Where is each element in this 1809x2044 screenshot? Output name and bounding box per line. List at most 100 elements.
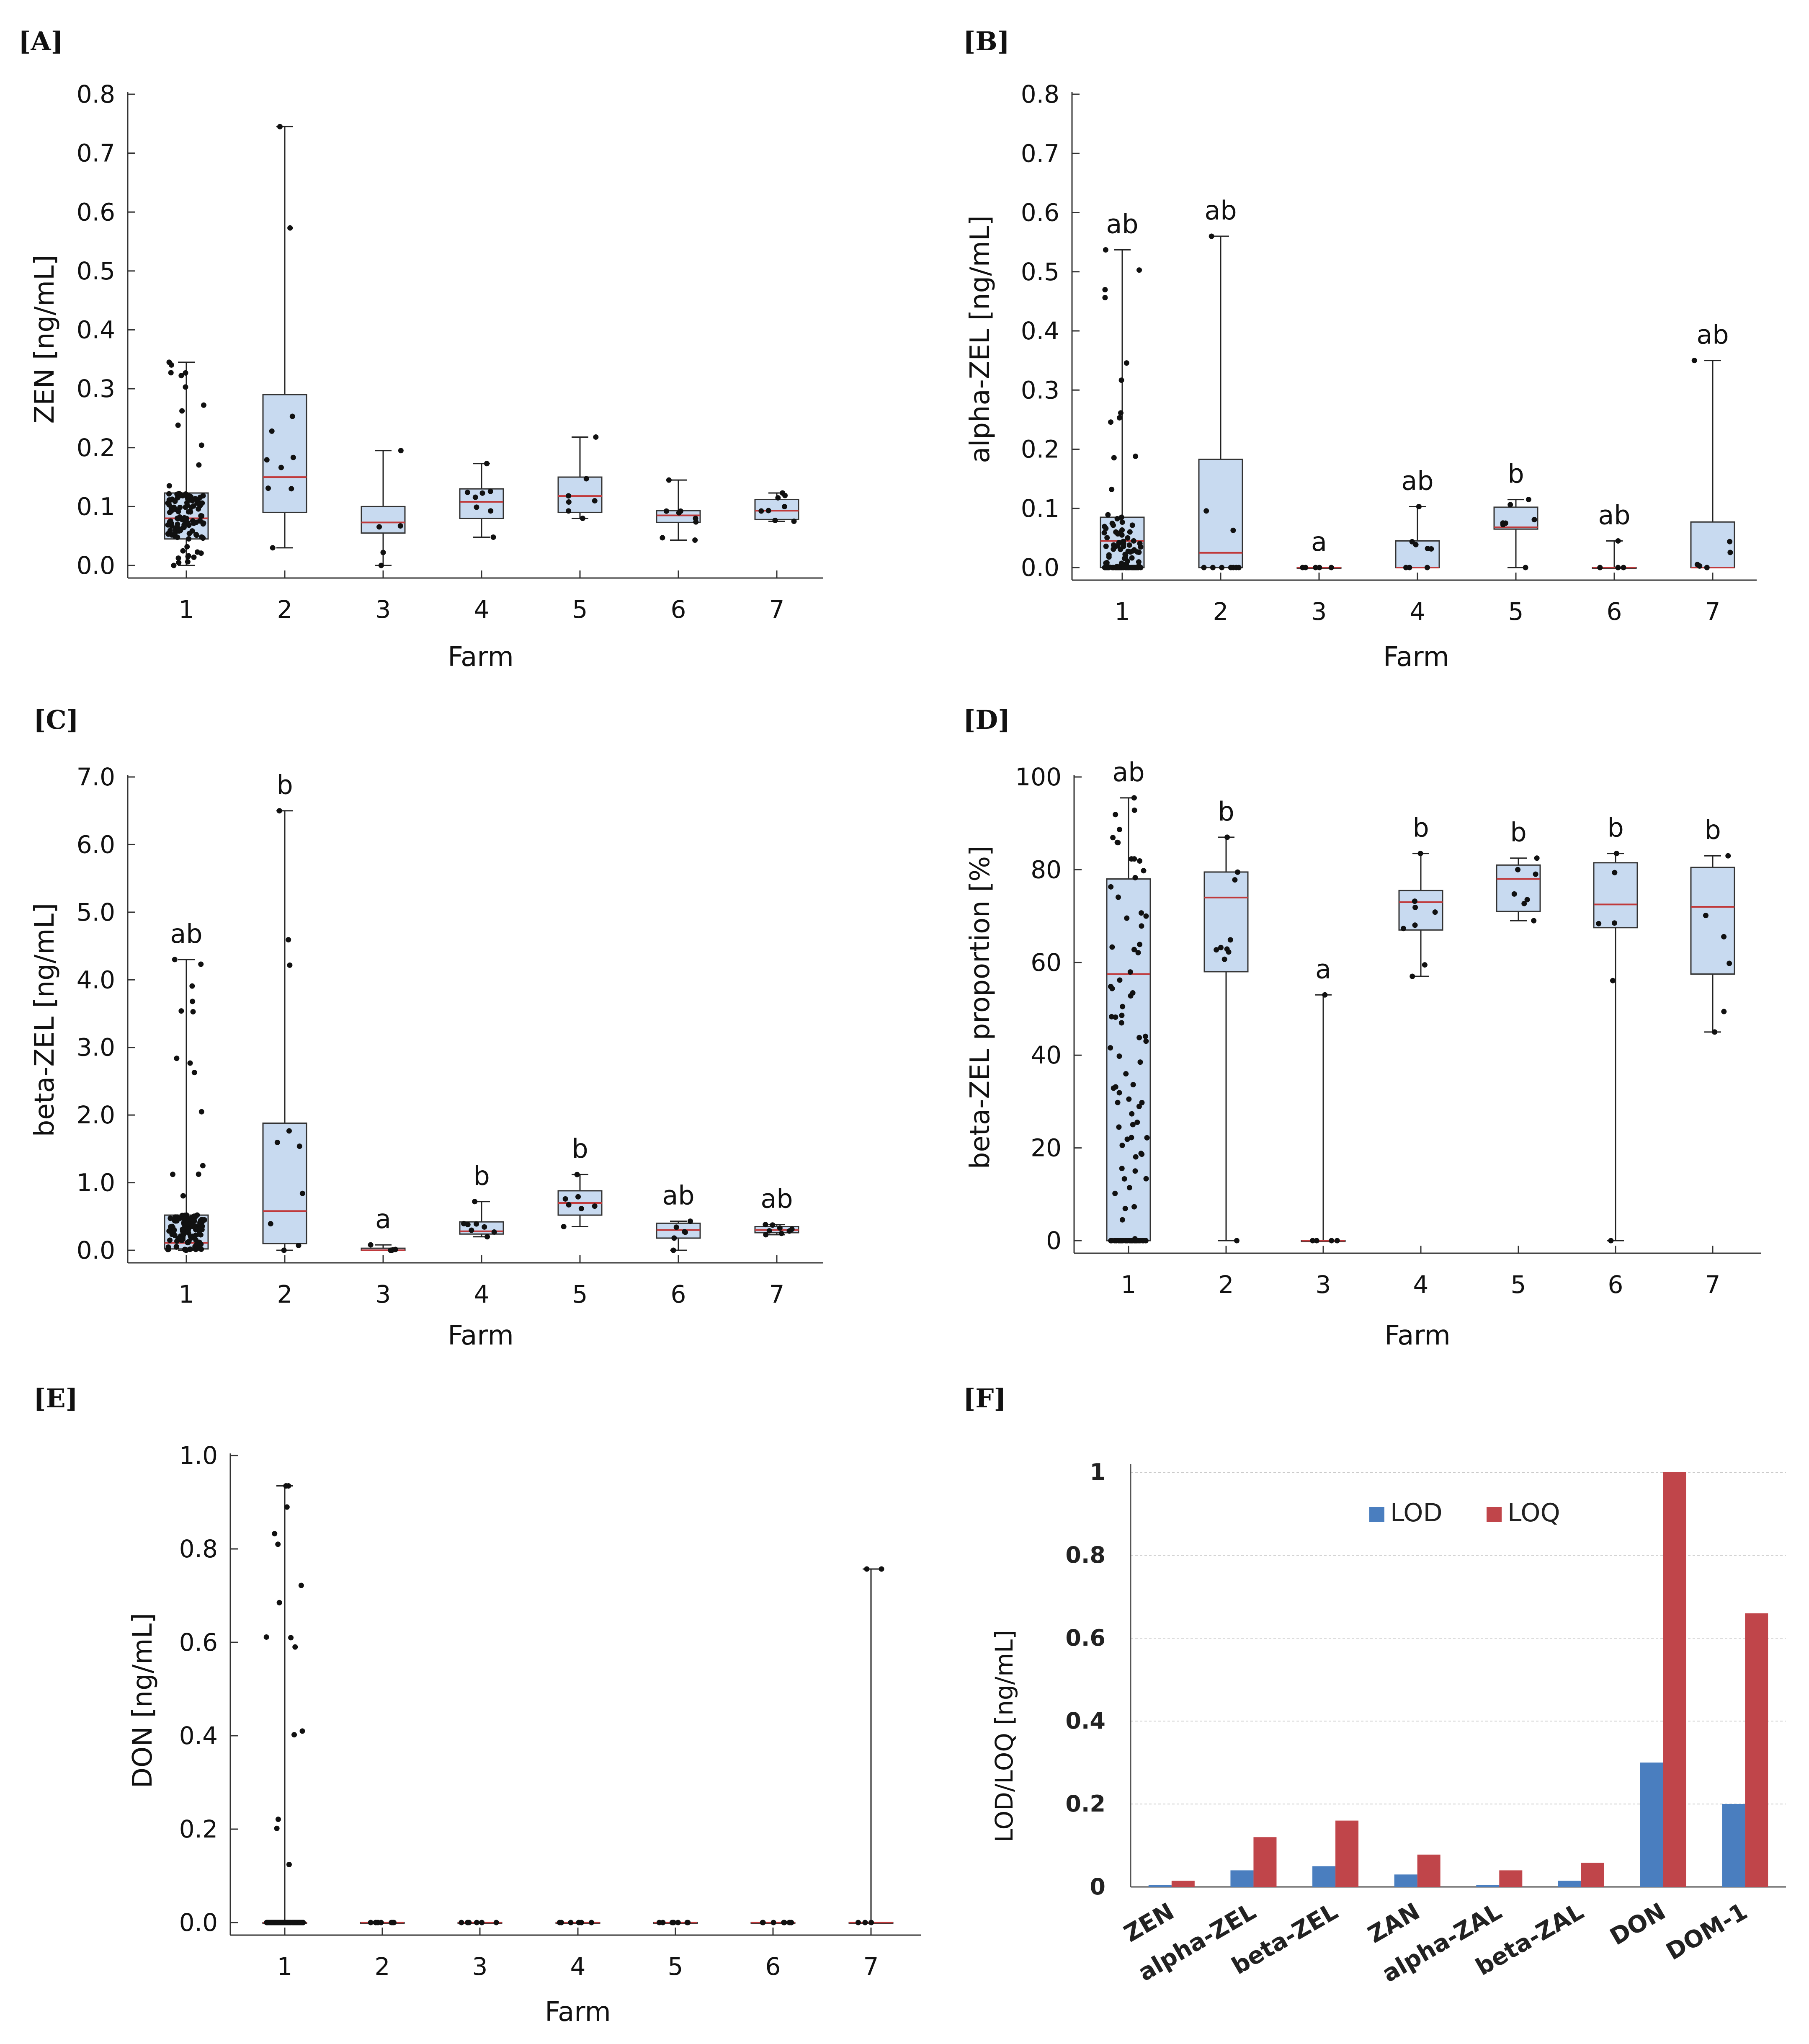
panel-B-data-point [1118, 377, 1124, 383]
panel-A-data-point [194, 500, 200, 506]
panel-D-data-point [1123, 1071, 1129, 1077]
panel-A-data-point [193, 519, 199, 525]
panel-A-data-point [198, 513, 204, 519]
panel-C-data-point [274, 1139, 280, 1145]
panel-D-data-point [1116, 826, 1122, 832]
panel-D-data-point [1115, 1099, 1121, 1105]
panel-D-data-point [1116, 1090, 1122, 1096]
panel-D-data-point [1130, 1122, 1136, 1128]
panel-C-data-point [465, 1222, 471, 1228]
panel-B-data-point [1128, 549, 1134, 555]
panel-F-y-tick-label: 0.2 [1065, 1791, 1106, 1817]
panel-D-data-point [1133, 1238, 1139, 1244]
panel-D-data-point [1531, 918, 1537, 924]
panel-B-data-point [1124, 360, 1129, 366]
panel-B-data-point [1111, 542, 1116, 548]
panel-E-data-point [378, 1920, 384, 1925]
panel-B-data-point [1209, 233, 1214, 239]
panel-F-legend-label-lod: LOD [1390, 1498, 1443, 1528]
panel-D-data-point [1137, 942, 1143, 947]
panel-A-x-tick-label: 4 [474, 595, 490, 624]
panel-C-data-point [670, 1247, 676, 1253]
panel-C-data-point [281, 1247, 287, 1253]
panel-D-data-point [1109, 944, 1115, 950]
panel-B-annotation: b [1508, 459, 1524, 489]
panel-D-x-tick-label: 7 [1705, 1270, 1721, 1299]
panel-C-data-point [194, 1212, 200, 1218]
panel-B-data-point [1407, 565, 1412, 570]
panel-A-data-point [186, 531, 192, 537]
panel-D-data-point [1130, 990, 1136, 996]
panel-E-x-tick-label: 5 [668, 1952, 683, 1981]
panel-D-data-point [1412, 904, 1418, 910]
panel-D-data-point [1224, 834, 1230, 840]
panel-D-annotation: b [1704, 815, 1721, 845]
panel-C-x-tick-label: 1 [179, 1280, 194, 1308]
panel-B-annotation: ab [1598, 500, 1630, 530]
panel-C-data-point [195, 1226, 201, 1232]
panel-E-data-point [781, 1920, 787, 1925]
panel-A-data-point [277, 124, 283, 129]
panel-D-data-point [1129, 1135, 1134, 1141]
panel-C-data-point [566, 1202, 572, 1208]
panel-D-data-point [1124, 915, 1130, 921]
panel-E-data-point [479, 1920, 485, 1925]
panel-B-data-point [1203, 508, 1209, 514]
panel-B-x-tick-label: 4 [1410, 597, 1425, 626]
panel-C-data-point [461, 1221, 467, 1226]
panel-B-data-point [1133, 453, 1139, 459]
panel-B-letter: [B] [963, 26, 1010, 57]
panel-C-annotation: ab [170, 919, 202, 949]
panel-A-data-point [176, 560, 182, 565]
panel-A-data-point [398, 448, 404, 454]
panel-E-data-point [493, 1920, 499, 1925]
panel-D-data-point [1134, 1119, 1140, 1125]
panel-D-data-point [1422, 962, 1428, 968]
panel-A-x-title: Farm [448, 642, 514, 673]
panel-A-data-point [376, 524, 382, 530]
panel-E-data-point [283, 1483, 289, 1489]
panel-C-data-point [388, 1247, 394, 1253]
panel-D-y-tick-label: 60 [1031, 948, 1062, 977]
panel-C-y-tick-label: 4.0 [77, 965, 115, 994]
panel-B-y-tick-label: 0.8 [1021, 80, 1059, 108]
panel-F-letter: [F] [963, 1383, 1006, 1414]
panel-A-data-point [772, 517, 778, 523]
panel-B-annotation: ab [1401, 466, 1433, 496]
panel-C-data-point [682, 1229, 688, 1235]
panel-A-data-point [185, 559, 191, 565]
panel-F-bar-lod [1148, 1885, 1172, 1887]
panel-A-box [262, 394, 307, 513]
panel-D-x-tick-label: 5 [1511, 1270, 1526, 1299]
panel-C-data-point [268, 1221, 273, 1227]
panel-D-data-point [1108, 1045, 1113, 1051]
panel-E-data-point [864, 1566, 870, 1572]
panel-F-bar-lod [1230, 1870, 1254, 1887]
panel-D-data-point [1227, 937, 1233, 943]
panel-D-y-tick-label: 40 [1031, 1041, 1062, 1069]
panel-B-data-point [1126, 542, 1132, 548]
panel-E-data-point [284, 1504, 290, 1510]
panel-B-data-point [1425, 546, 1430, 552]
panel-C-data-point [671, 1235, 677, 1241]
panel-D-data-point [1119, 1012, 1125, 1018]
panel-B-data-point [1727, 539, 1733, 545]
panel-F-bar-lod [1394, 1874, 1417, 1887]
panel-B-data-point [1116, 415, 1122, 421]
panel-A-data-point [191, 554, 197, 560]
panel-A-y-tick-label: 0.0 [77, 551, 115, 580]
panel-C-data-point [167, 1237, 173, 1243]
panel-B-data-point [1313, 565, 1319, 570]
panel-B-data-point [1114, 516, 1120, 521]
panel-D-annotation: b [1218, 796, 1234, 827]
panel-D-data-point [1139, 1099, 1145, 1105]
panel-D-data-point [1721, 1009, 1727, 1014]
panel-A-data-point [183, 384, 188, 390]
panel-A-data-point [175, 516, 181, 521]
panel-A-data-point [167, 528, 173, 534]
panel-E-data-point [862, 1920, 868, 1925]
panel-A-x-tick-label: 5 [572, 595, 588, 624]
panel-D-data-point [1612, 870, 1618, 875]
panel-A-data-point [287, 225, 293, 231]
